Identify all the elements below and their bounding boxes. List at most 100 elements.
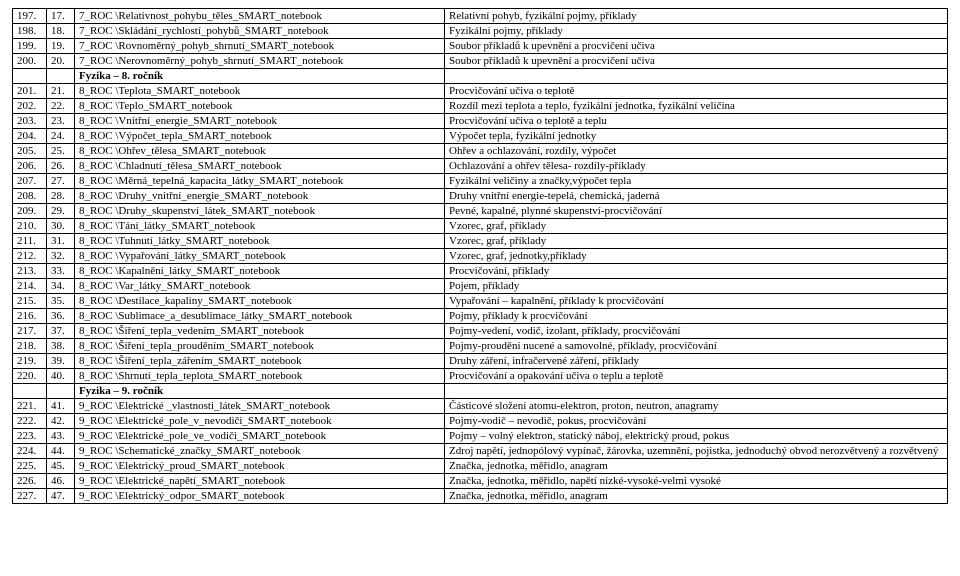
cell: 8_ROC \Druhy_vnitřní_energie_SMART_noteb…: [75, 189, 445, 204]
cell: 38.: [47, 339, 75, 354]
table-row: 220.40.8_ROC \Shrnutí_tepla_teplota_SMAR…: [13, 369, 948, 384]
cell: 221.: [13, 399, 47, 414]
cell: Procvičování učiva o teplotě a teplu: [445, 114, 948, 129]
cell: 205.: [13, 144, 47, 159]
cell: Procvičování, příklady: [445, 264, 948, 279]
cell: 24.: [47, 129, 75, 144]
table-row: 213.33.8_ROC \Kapalnění_látky_SMART_note…: [13, 264, 948, 279]
cell: 22.: [47, 99, 75, 114]
cell: 44.: [47, 444, 75, 459]
document-table: 197.17.7_ROC \Relativnost_pohybu_těles_S…: [12, 8, 948, 504]
cell: 226.: [13, 474, 47, 489]
cell: Výpočet tepla, fyzikální jednotky: [445, 129, 948, 144]
cell: 209.: [13, 204, 47, 219]
cell: 43.: [47, 429, 75, 444]
cell: 202.: [13, 99, 47, 114]
table-row: 216.36.8_ROC \Sublimace_a_desublimace_lá…: [13, 309, 948, 324]
cell: 201.: [13, 84, 47, 99]
cell: Ochlazování a ohřev tělesa- rozdíly-přík…: [445, 159, 948, 174]
cell: [47, 69, 75, 84]
cell: 27.: [47, 174, 75, 189]
cell: 25.: [47, 144, 75, 159]
table-row: 205.25.8_ROC \Ohřev_tělesa_SMART_noteboo…: [13, 144, 948, 159]
cell: [47, 384, 75, 399]
cell: 7_ROC \Rovnoměrný_pohyb_shrnutí_SMART_no…: [75, 39, 445, 54]
cell: 8_ROC \Chladnutí_tělesa_SMART_notebook: [75, 159, 445, 174]
cell: 9_ROC \Elektrický_odpor_SMART_notebook: [75, 489, 445, 504]
cell: 8_ROC \Vypařování_látky_SMART_notebook: [75, 249, 445, 264]
cell: 20.: [47, 54, 75, 69]
cell: 8_ROC \Vnitřní_energie_SMART_notebook: [75, 114, 445, 129]
cell: Relativní pohyb, fyzikální pojmy, příkla…: [445, 9, 948, 24]
cell: Druhy záření, infračervené záření, příkl…: [445, 354, 948, 369]
cell: 8_ROC \Výpočet_tepla_SMART_notebook: [75, 129, 445, 144]
cell: 9_ROC \Elektrické_pole_ve_vodiči_SMART_n…: [75, 429, 445, 444]
cell: 206.: [13, 159, 47, 174]
cell: 219.: [13, 354, 47, 369]
cell: 208.: [13, 189, 47, 204]
cell: 225.: [13, 459, 47, 474]
table-row: 224.44.9_ROC \Schematické_značky_SMART_n…: [13, 444, 948, 459]
cell: Vzorec, graf, příklady: [445, 234, 948, 249]
table-row: 200.20.7_ROC \Nerovnoměrný_pohyb_shrnutí…: [13, 54, 948, 69]
cell: 8_ROC \Destilace_kapaliny_SMART_notebook: [75, 294, 445, 309]
cell: 227.: [13, 489, 47, 504]
cell: Vzorec, graf, jednotky,příklady: [445, 249, 948, 264]
cell: 21.: [47, 84, 75, 99]
cell: Procvičování a opakování učiva o teplu a…: [445, 369, 948, 384]
cell: 7_ROC \Relativnost_pohybu_těles_SMART_no…: [75, 9, 445, 24]
cell: 197.: [13, 9, 47, 24]
cell: 8_ROC \Druhy_skupenství_látek_SMART_note…: [75, 204, 445, 219]
table-row: 199.19.7_ROC \Rovnoměrný_pohyb_shrnutí_S…: [13, 39, 948, 54]
cell: 9_ROC \Elektrické_pole_v_nevodiči_SMART_…: [75, 414, 445, 429]
cell: 9_ROC \Elektrický_proud_SMART_notebook: [75, 459, 445, 474]
cell: 8_ROC \Šíření_tepla_vedením_SMART_notebo…: [75, 324, 445, 339]
cell: 7_ROC \Nerovnoměrný_pohyb_shrnutí_SMART_…: [75, 54, 445, 69]
cell: [445, 384, 948, 399]
cell: 7_ROC \Skládání_rychlostí_pohybů_SMART_n…: [75, 24, 445, 39]
cell: 8_ROC \Tuhnutí_látky_SMART_notebook: [75, 234, 445, 249]
cell: [445, 69, 948, 84]
cell: Pojem, příklady: [445, 279, 948, 294]
table-row: 209.29.8_ROC \Druhy_skupenství_látek_SMA…: [13, 204, 948, 219]
cell: 218.: [13, 339, 47, 354]
cell: Soubor příkladů k upevnění a procvičení …: [445, 54, 948, 69]
cell: 29.: [47, 204, 75, 219]
table-row: 211.31.8_ROC \Tuhnutí_látky_SMART_notebo…: [13, 234, 948, 249]
table-row: 218.38.8_ROC \Šíření_tepla_prouděním_SMA…: [13, 339, 948, 354]
cell: [13, 384, 47, 399]
cell: 223.: [13, 429, 47, 444]
cell: Pojmy-vedení, vodič, izolant, příklady, …: [445, 324, 948, 339]
table-row: 202.22.8_ROC \Teplo_SMART_notebookRozdíl…: [13, 99, 948, 114]
cell: Značka, jednotka, měřidlo, anagram: [445, 489, 948, 504]
cell: 216.: [13, 309, 47, 324]
cell: 215.: [13, 294, 47, 309]
cell: 199.: [13, 39, 47, 54]
cell: 32.: [47, 249, 75, 264]
cell: 224.: [13, 444, 47, 459]
table-row: 219.39.8_ROC \Šíření_tepla_zářením_SMART…: [13, 354, 948, 369]
cell: Pojmy-vodič – nevodič, pokus, procvičová…: [445, 414, 948, 429]
cell: 19.: [47, 39, 75, 54]
cell: Fyzikální pojmy, příklady: [445, 24, 948, 39]
table-row: 208.28.8_ROC \Druhy_vnitřní_energie_SMAR…: [13, 189, 948, 204]
table-row: 227.47.9_ROC \Elektrický_odpor_SMART_not…: [13, 489, 948, 504]
table-row: 207.27.8_ROC \Měrná_tepelná_kapacita_lát…: [13, 174, 948, 189]
cell: 198.: [13, 24, 47, 39]
cell: 8_ROC \Sublimace_a_desublimace_látky_SMA…: [75, 309, 445, 324]
cell: Pojmy-proudění nucené a samovolné, příkl…: [445, 339, 948, 354]
cell: Fyzikální veličiny a značky,výpočet tepl…: [445, 174, 948, 189]
cell: 207.: [13, 174, 47, 189]
cell: Pojmy, příklady k procvičování: [445, 309, 948, 324]
cell: Vypařování – kapalnění, příklady k procv…: [445, 294, 948, 309]
cell: 8_ROC \Shrnutí_tepla_teplota_SMART_noteb…: [75, 369, 445, 384]
cell: 9_ROC \Elektrické_napětí_SMART_notebook: [75, 474, 445, 489]
cell: Značka, jednotka, měřidlo, napětí nízké-…: [445, 474, 948, 489]
table-row: 221.41.9_ROC \Elektrické _vlastnosti_lát…: [13, 399, 948, 414]
cell: 217.: [13, 324, 47, 339]
table-row: 210.30.8_ROC \Tání_látky_SMART_notebookV…: [13, 219, 948, 234]
cell: 200.: [13, 54, 47, 69]
cell: 40.: [47, 369, 75, 384]
cell: 8_ROC \Teplo_SMART_notebook: [75, 99, 445, 114]
table-row: 217.37.8_ROC \Šíření_tepla_vedením_SMART…: [13, 324, 948, 339]
